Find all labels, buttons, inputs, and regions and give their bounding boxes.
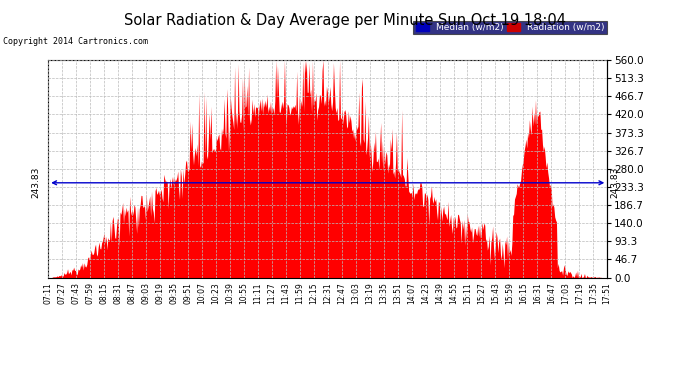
- Legend: Median (w/m2), Radiation (w/m2): Median (w/m2), Radiation (w/m2): [413, 21, 607, 34]
- Text: Copyright 2014 Cartronics.com: Copyright 2014 Cartronics.com: [3, 38, 148, 46]
- Text: 243.83: 243.83: [610, 167, 619, 198]
- Text: 243.83: 243.83: [31, 167, 40, 198]
- Text: Solar Radiation & Day Average per Minute Sun Oct 19 18:04: Solar Radiation & Day Average per Minute…: [124, 13, 566, 28]
